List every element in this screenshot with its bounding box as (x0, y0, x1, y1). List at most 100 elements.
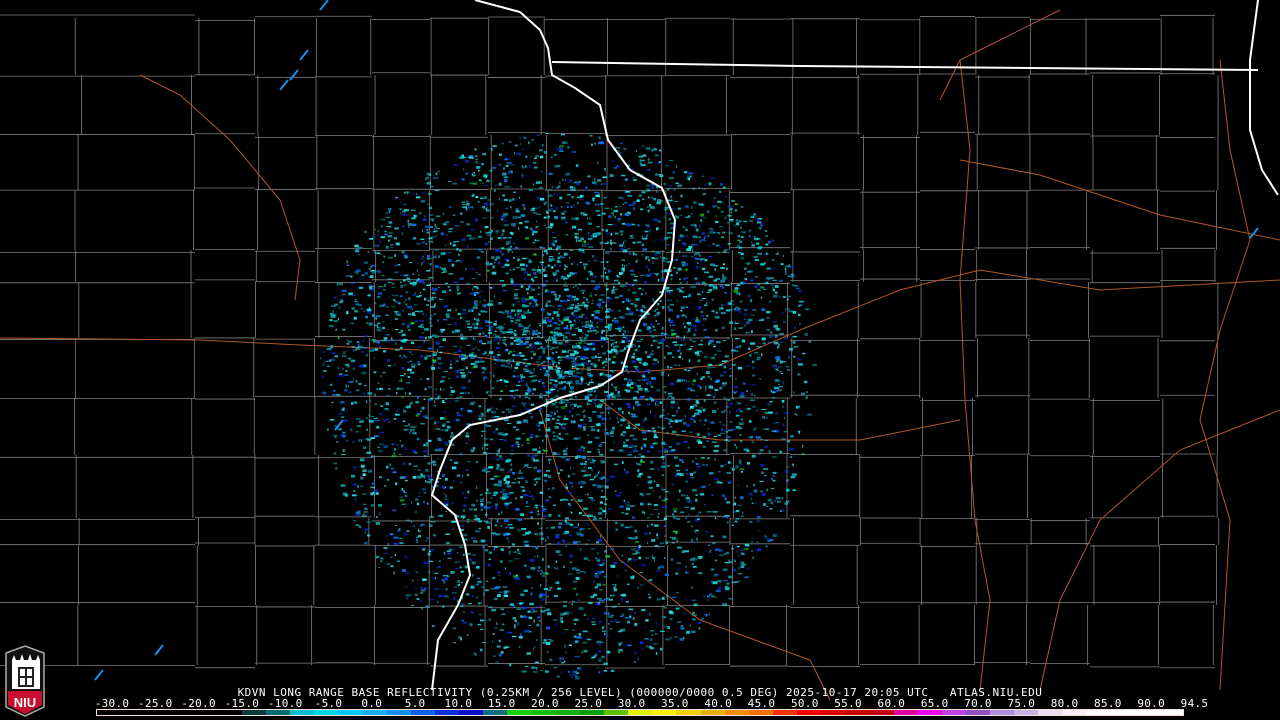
echo-pixel (735, 346, 739, 349)
echo-pixel (696, 373, 698, 375)
echo-pixel (410, 401, 413, 405)
echo-pixel (781, 497, 784, 500)
echo-pixel (600, 294, 605, 296)
echo-pixel (578, 248, 584, 252)
echo-pixel (559, 438, 564, 440)
echo-pixel (741, 339, 746, 343)
echo-pixel (422, 288, 426, 290)
echo-pixel (380, 224, 383, 228)
echo-pixel (757, 438, 759, 440)
echo-pixel (604, 485, 609, 489)
echo-pixel (684, 597, 687, 599)
echo-pixel (555, 347, 559, 349)
echo-pixel (376, 425, 380, 429)
echo-pixel (651, 196, 654, 199)
echo-pixel (687, 446, 690, 449)
echo-pixel (665, 165, 669, 166)
echo-pixel (537, 522, 539, 525)
echo-pixel (566, 381, 569, 383)
echo-pixel (364, 385, 367, 387)
echo-pixel (567, 350, 569, 353)
echo-pixel (566, 205, 569, 208)
echo-pixel (569, 674, 574, 677)
echo-pixel (422, 255, 424, 257)
echo-pixel (723, 230, 725, 232)
echo-pixel (445, 313, 450, 316)
echo-pixel (747, 318, 753, 322)
echo-pixel (583, 347, 589, 351)
echo-pixel (611, 289, 615, 292)
echo-pixel (535, 435, 539, 438)
echo-pixel (552, 204, 555, 207)
echo-pixel (673, 508, 679, 510)
echo-pixel (496, 645, 501, 648)
echo-pixel (437, 319, 439, 323)
echo-pixel (701, 232, 705, 235)
echo-pixel (518, 381, 520, 383)
echo-pixel (757, 218, 760, 222)
echo-pixel (592, 232, 597, 236)
echo-pixel (580, 369, 584, 371)
echo-pixel (458, 349, 462, 353)
echo-pixel (774, 285, 779, 288)
echo-pixel (609, 174, 614, 177)
echo-pixel (570, 561, 572, 564)
echo-pixel (714, 445, 720, 448)
echo-pixel (469, 357, 475, 359)
echo-pixel (429, 559, 432, 561)
echo-pixel (649, 396, 652, 399)
echo-pixel (520, 143, 522, 146)
echo-pixel (485, 226, 489, 229)
echo-pixel (652, 556, 656, 560)
echo-pixel (714, 559, 718, 562)
echo-pixel (563, 427, 566, 430)
echo-pixel (379, 253, 382, 255)
echo-pixel (766, 505, 769, 507)
echo-pixel (699, 213, 704, 217)
echo-pixel (359, 304, 362, 307)
echo-pixel (351, 494, 357, 497)
echo-pixel (573, 587, 577, 590)
echo-pixel (498, 480, 502, 484)
echo-pixel (569, 274, 573, 276)
echo-pixel (612, 334, 616, 336)
echo-pixel (727, 480, 732, 483)
echo-pixel (529, 287, 533, 289)
echo-pixel (553, 293, 557, 296)
echo-pixel (460, 605, 463, 608)
echo-pixel (516, 361, 522, 364)
echo-pixel (600, 460, 605, 464)
echo-pixel (442, 290, 447, 293)
echo-pixel (735, 378, 737, 380)
echo-pixel (469, 292, 474, 295)
echo-pixel (579, 533, 584, 537)
echo-pixel (490, 497, 493, 499)
echo-pixel (415, 310, 420, 312)
echo-pixel (426, 536, 429, 540)
echo-pixel (395, 342, 397, 345)
echo-pixel (418, 346, 422, 348)
echo-pixel (420, 410, 422, 412)
echo-pixel (685, 216, 689, 219)
echo-pixel (612, 360, 615, 364)
echo-pixel (613, 249, 616, 251)
echo-pixel (713, 449, 719, 453)
echo-pixel (685, 234, 689, 238)
echo-pixel (374, 403, 378, 406)
echo-pixel (644, 315, 647, 318)
echo-pixel (571, 473, 576, 476)
echo-pixel (568, 492, 572, 495)
echo-pixel (494, 362, 496, 364)
echo-pixel (524, 340, 529, 344)
echo-pixel (523, 540, 529, 543)
echo-pixel (583, 557, 588, 560)
echo-pixel (634, 348, 638, 352)
echo-pixel (641, 254, 644, 256)
echo-pixel (557, 304, 562, 307)
echo-pixel (760, 438, 763, 440)
echo-pixel (517, 548, 520, 551)
echo-pixel (630, 576, 634, 580)
echo-pixel (585, 543, 588, 545)
echo-pixel (545, 210, 548, 213)
